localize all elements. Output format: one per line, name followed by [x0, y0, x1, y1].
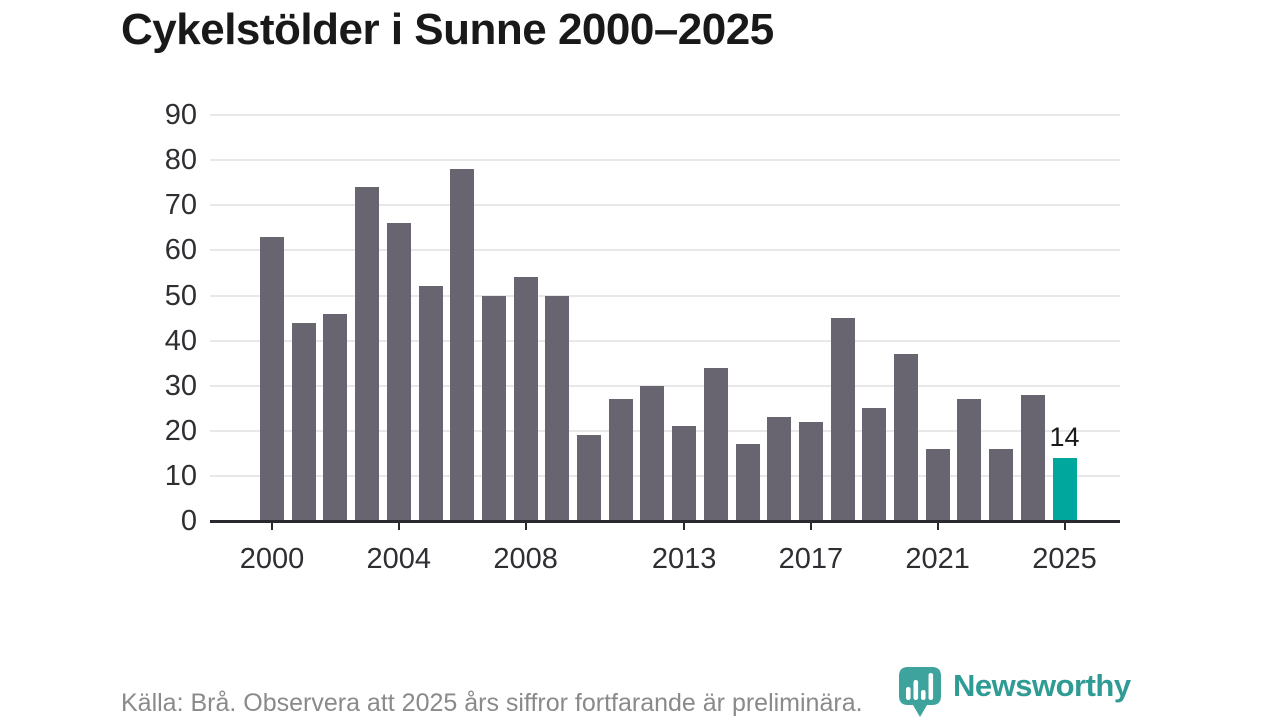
bar-2021 — [925, 448, 950, 521]
bar-2001 — [291, 322, 316, 521]
y-axis-label-0: 0 — [180, 505, 197, 537]
bar-2000 — [260, 236, 284, 521]
bar-2020 — [894, 354, 918, 521]
y-axis-label-60: 60 — [164, 234, 197, 267]
y-axis-label-10: 10 — [164, 459, 197, 492]
x-tick-2000 — [271, 523, 273, 530]
x-axis-label-2008: 2008 — [493, 543, 558, 575]
newsworthy-logo-icon — [899, 667, 941, 717]
x-axis-label-2021: 2021 — [905, 543, 970, 575]
bar-2015 — [735, 444, 760, 521]
gridline-90 — [210, 114, 1120, 117]
bar-2013 — [672, 426, 697, 521]
x-axis-label-2017: 2017 — [778, 543, 844, 575]
gridline-10 — [210, 474, 1120, 477]
x-tick-2004 — [397, 523, 400, 530]
x-tick-2025 — [1063, 523, 1066, 530]
y-axis-label-20: 20 — [164, 414, 197, 447]
bar-2008 — [513, 277, 538, 521]
bar-2024 — [1020, 394, 1045, 521]
y-axis-label-30: 30 — [164, 369, 197, 402]
y-axis-label-50: 50 — [164, 279, 197, 312]
gridline-30 — [210, 384, 1120, 387]
bar-2022 — [957, 399, 982, 521]
y-axis-label-70: 70 — [164, 189, 197, 222]
newsworthy-logo: Newsworthy — [899, 665, 1159, 720]
y-axis-label-80: 80 — [164, 144, 197, 177]
bar-value-annotation: 14 — [1049, 421, 1080, 452]
gridline-40 — [210, 339, 1120, 342]
x-axis-label-2004: 2004 — [366, 543, 432, 575]
bar-2006 — [450, 169, 475, 521]
chart-title: Cykelstölder i Sunne 2000–2025 — [121, 5, 774, 54]
gridline-20 — [210, 429, 1120, 432]
bar-2011 — [608, 399, 633, 521]
y-axis-label-90: 90 — [164, 99, 197, 132]
newsworthy-logo-text: Newsworthy — [953, 668, 1131, 703]
x-tick-2008 — [524, 523, 527, 530]
bar-2025 — [1052, 457, 1077, 521]
x-tick-2013 — [683, 523, 686, 530]
bar-2018 — [830, 318, 855, 521]
bar-2014 — [703, 367, 728, 521]
bar-2016 — [767, 417, 792, 521]
gridline-70 — [210, 204, 1120, 207]
x-tick-2017 — [809, 523, 812, 530]
x-axis-label-2025: 2025 — [1032, 543, 1097, 575]
bar-2007 — [481, 295, 506, 521]
bar-2004 — [386, 223, 411, 521]
x-axis-line — [210, 520, 1120, 523]
x-axis-label-2013: 2013 — [651, 543, 717, 575]
bar-2012 — [640, 385, 665, 521]
bar-2009 — [545, 295, 570, 521]
x-axis-label-2000: 2000 — [239, 543, 305, 575]
gridline-80 — [210, 159, 1120, 162]
bar-2019 — [862, 408, 887, 521]
bar-2017 — [798, 421, 823, 521]
gridline-50 — [210, 294, 1120, 297]
gridline-60 — [210, 249, 1120, 252]
y-axis-label-40: 40 — [164, 324, 197, 357]
bar-2005 — [418, 286, 443, 521]
x-tick-2021 — [936, 523, 939, 530]
bar-2003 — [355, 187, 380, 521]
bar-2002 — [323, 313, 348, 521]
bar-2023 — [989, 448, 1014, 521]
bar-2010 — [577, 435, 601, 521]
source-note: Källa: Brå. Observera att 2025 års siffr… — [121, 689, 863, 717]
